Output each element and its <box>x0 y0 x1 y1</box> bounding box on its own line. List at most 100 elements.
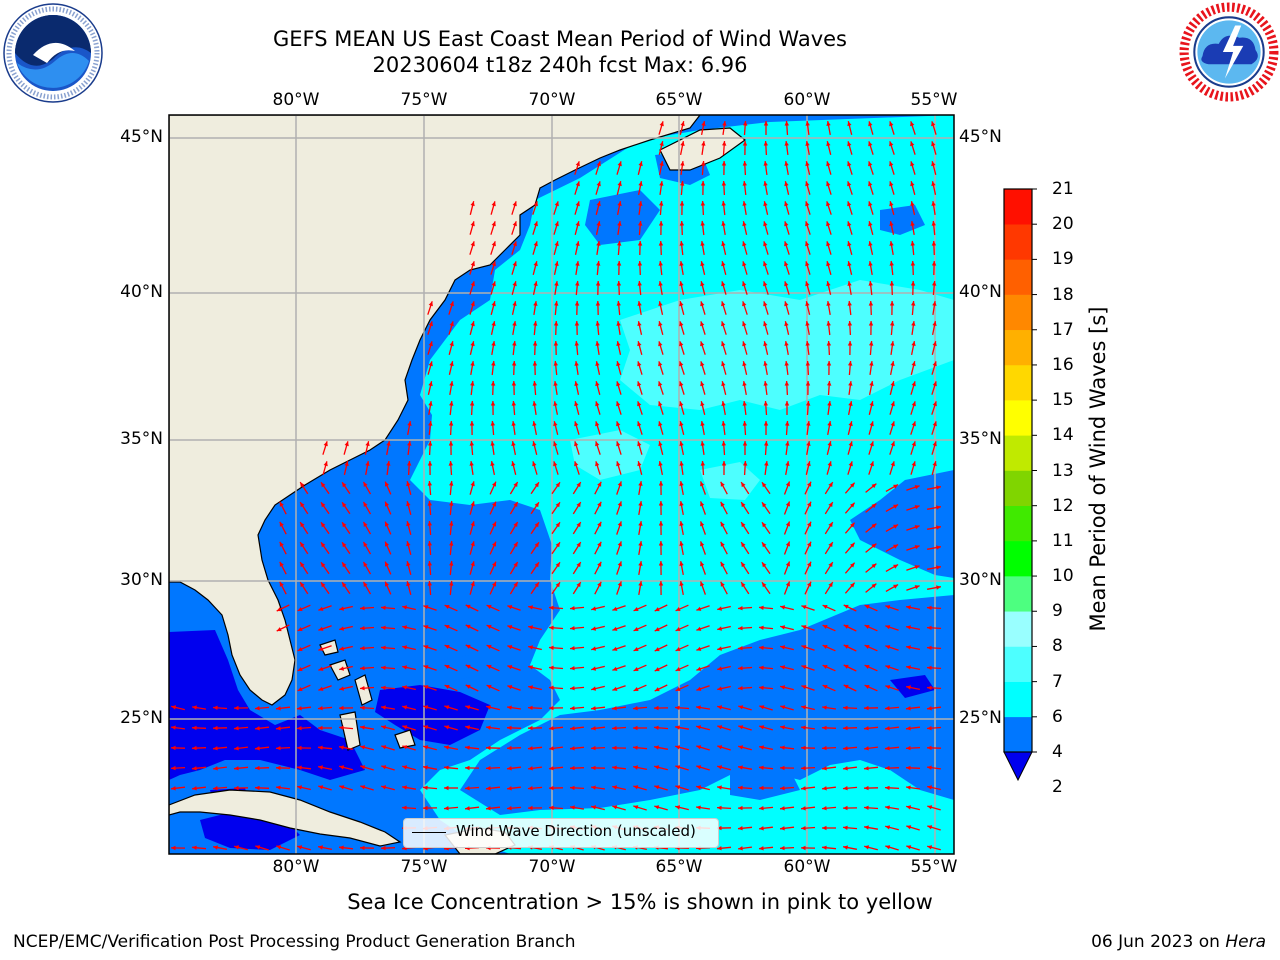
wave-direction-arrow-head <box>591 626 597 631</box>
wave-direction-arrow-head <box>213 786 218 791</box>
wave-direction-arrow-head <box>843 604 849 609</box>
wave-direction-arrow-head <box>885 605 891 610</box>
wave-direction-arrow-head <box>871 503 877 509</box>
wave-direction-arrow-head <box>470 481 475 487</box>
wave-direction-arrow-head <box>276 785 281 790</box>
wave-direction-arrow-head <box>234 766 239 771</box>
wave-direction-arrow-head <box>680 181 685 186</box>
wave-direction-arrow-head <box>570 706 575 711</box>
wave-direction-arrow-head <box>385 501 389 507</box>
wave-direction-arrow-head <box>885 746 890 751</box>
wave-direction-arrow-head <box>570 686 575 691</box>
wave-direction-arrow-head <box>507 625 513 630</box>
wave-direction-arrow-head <box>234 726 239 731</box>
wave-direction-arrow-head <box>658 281 663 286</box>
colorbar-segment <box>1004 364 1032 401</box>
wave-direction-arrow-head <box>843 766 848 771</box>
wave-direction-arrow-head <box>679 361 684 367</box>
wave-direction-arrow-head <box>927 825 933 830</box>
colorbar-tick-label: 14 <box>1052 425 1074 446</box>
wave-direction-arrow-head <box>255 845 261 850</box>
wave-direction-arrow-head <box>465 644 471 649</box>
lon-label-bottom-75w: 75°W <box>400 857 448 877</box>
wave-direction-arrow-head <box>511 361 517 366</box>
wave-direction-arrow-head <box>402 805 407 810</box>
wave-direction-arrow-head <box>339 765 345 770</box>
wave-direction-arrow-head <box>763 201 768 207</box>
wave-direction-arrow-head <box>528 645 533 650</box>
colorbar-tick-label: 11 <box>1052 530 1074 551</box>
wave-direction-arrow-head <box>721 321 726 327</box>
wave-direction-arrow-head <box>801 745 806 751</box>
wave-direction-arrow-head <box>491 321 496 326</box>
wave-direction-arrow-head <box>890 361 895 366</box>
wave-direction-arrow-head <box>742 201 747 206</box>
wave-direction-arrow-head <box>826 281 831 287</box>
wave-direction-arrow-head <box>360 765 366 770</box>
wave-direction-arrow-head <box>171 745 176 751</box>
wave-direction-arrow-head <box>638 561 643 566</box>
wave-direction-arrow-head <box>658 521 664 526</box>
wave-direction-arrow-head <box>927 685 932 690</box>
wave-direction-arrow-head <box>323 461 328 467</box>
wave-direction-arrow-head <box>910 261 916 266</box>
wave-direction-arrow-head <box>617 541 622 547</box>
wave-direction-arrow-head <box>171 786 176 791</box>
wave-direction-arrow-head <box>889 301 895 306</box>
wave-direction-arrow-head <box>742 401 747 406</box>
wave-direction-arrow-head <box>381 785 387 790</box>
wave-direction-arrow-head <box>490 441 495 446</box>
wave-direction-arrow-head <box>784 261 789 267</box>
wave-direction-arrow-head <box>532 401 537 406</box>
wave-direction-arrow-head <box>927 706 932 711</box>
wave-direction-arrow-head <box>700 301 705 307</box>
wave-direction-arrow-head <box>680 141 685 146</box>
wave-direction-arrow-head <box>297 607 303 611</box>
wave-direction-arrow-head <box>759 765 764 770</box>
wave-direction-arrow-head <box>717 805 722 810</box>
wave-direction-arrow-head <box>597 561 602 567</box>
wave-direction-arrow-head <box>700 281 705 287</box>
colorbar-tick-label: 6 <box>1052 706 1063 727</box>
wave-direction-arrow-head <box>763 341 768 347</box>
wave-direction-arrow-head <box>507 806 512 811</box>
wave-direction-arrow-head <box>742 241 747 247</box>
wave-direction-arrow-head <box>696 745 702 750</box>
wave-direction-arrow-head <box>570 726 575 731</box>
wave-direction-arrow-head <box>449 321 454 327</box>
wave-direction-arrow-head <box>826 201 831 207</box>
lon-label-bottom-60w: 60°W <box>783 857 831 877</box>
wave-direction-arrow-head <box>616 401 621 407</box>
colorbar-tick-label: 15 <box>1052 390 1074 411</box>
wave-direction-arrow-head <box>890 341 895 346</box>
wave-direction-arrow-head <box>763 181 768 186</box>
wave-direction-arrow-head <box>595 401 600 407</box>
wave-direction-arrow-head <box>806 461 811 467</box>
wave-direction-arrow-head <box>406 501 411 507</box>
wave-direction-arrow-head <box>889 281 895 286</box>
wave-direction-arrow-head <box>318 785 324 790</box>
wave-direction-arrow-head <box>843 786 848 791</box>
wave-direction-arrow-head <box>784 381 789 386</box>
wave-direction-arrow-head <box>696 646 702 651</box>
wave-direction-arrow-head <box>932 361 937 367</box>
wave-direction-arrow-head <box>869 421 874 427</box>
wave-direction-arrow-head <box>360 705 365 710</box>
wave-direction-arrow-head <box>679 421 684 427</box>
wave-direction-arrow-head <box>423 805 428 811</box>
wave-direction-arrow-head <box>549 605 554 610</box>
wave-direction-arrow-head <box>785 541 790 547</box>
wave-direction-arrow-head <box>555 542 560 548</box>
wave-direction-arrow-head <box>213 746 218 751</box>
wave-direction-arrow-head <box>847 161 852 167</box>
wave-direction-arrow-head <box>576 542 581 548</box>
wave-direction-arrow-head <box>822 685 828 689</box>
wave-direction-arrow-head <box>906 726 911 731</box>
wave-direction-arrow-head <box>512 341 517 346</box>
wave-direction-arrow-head <box>742 281 747 287</box>
wave-direction-arrow-head <box>911 381 916 387</box>
wave-direction-arrow-head <box>449 481 454 486</box>
wave-direction-arrow-head <box>612 606 618 611</box>
wave-direction-arrow-head <box>234 746 239 751</box>
wave-direction-arrow-head <box>738 805 743 811</box>
